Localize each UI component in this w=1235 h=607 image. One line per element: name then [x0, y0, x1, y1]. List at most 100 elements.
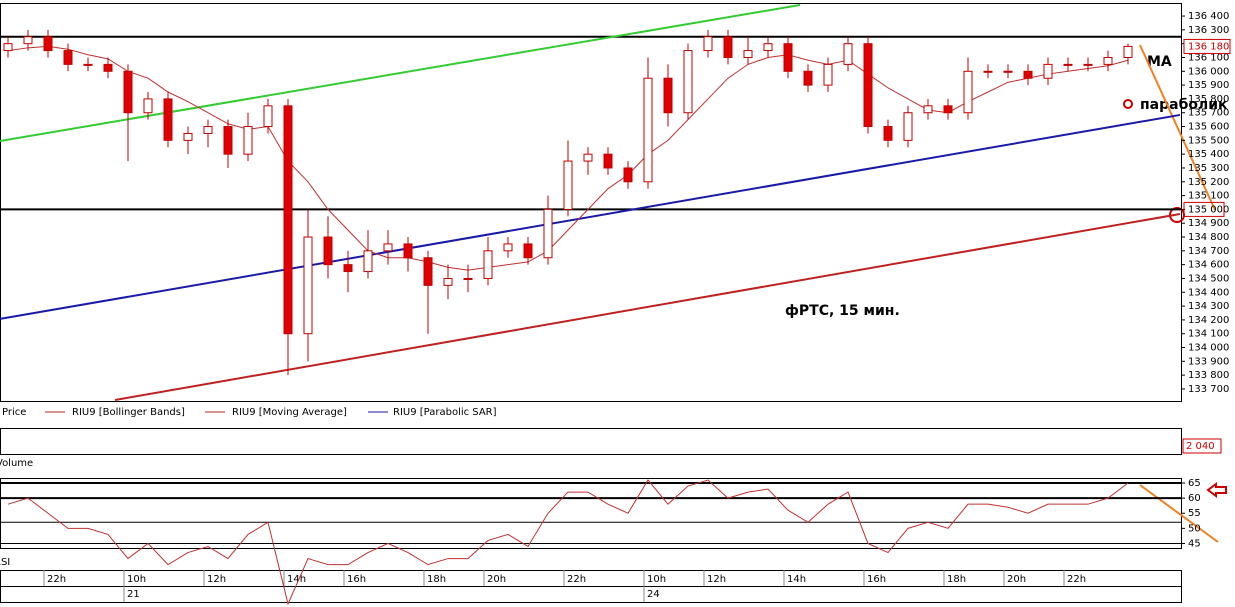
- candle-body: [403, 243, 413, 259]
- candle-body: [143, 98, 153, 114]
- moving-average: [7, 45, 1129, 271]
- candle-body: [303, 236, 313, 335]
- candle-body: [383, 243, 393, 252]
- y-tick-label: 134 500: [1188, 273, 1229, 284]
- candle-body: [423, 257, 433, 286]
- candle-body: [803, 70, 813, 86]
- y-tick-label: 135 200: [1188, 177, 1229, 188]
- candle-body: [1083, 63, 1093, 66]
- trend-line: [0, 4, 801, 143]
- candle-body: [783, 43, 793, 72]
- y-tick-label: 134 400: [1188, 287, 1229, 298]
- candle-body: [583, 153, 593, 162]
- volume-panel: [0, 428, 1182, 455]
- y-tick-label: 136 000: [1188, 66, 1229, 77]
- candle-body: [43, 36, 53, 52]
- y-tick-label: 135 400: [1188, 149, 1229, 160]
- x-tick-label: 22h: [1067, 574, 1086, 585]
- candle-body: [823, 63, 833, 86]
- y-tick-label: 134 600: [1188, 260, 1229, 271]
- y-tick-label: 136 400: [1188, 11, 1229, 22]
- x-tick-label: 16h: [347, 574, 366, 585]
- y-tick-label: 134 700: [1188, 246, 1229, 257]
- candle-body: [543, 208, 553, 259]
- candle-body: [63, 50, 73, 65]
- trend-line: [0, 113, 1181, 320]
- candle-body: [663, 77, 673, 114]
- candle-body: [1063, 63, 1073, 66]
- volume-box: [1182, 438, 1222, 454]
- y-tick-label: 134 100: [1188, 329, 1229, 340]
- y-tick-label: 134 200: [1188, 315, 1229, 326]
- y-tick-label: 134 900: [1188, 218, 1229, 229]
- y-tick-label: 134 800: [1188, 232, 1229, 243]
- candle-body: [283, 105, 293, 335]
- volume-last: 2 040: [1186, 441, 1215, 452]
- annotation-ma: МА: [1147, 54, 1172, 70]
- candle-body: [703, 36, 713, 52]
- legend-ma: RIU9 [Moving Average]: [232, 407, 347, 418]
- candle-body: [643, 77, 653, 183]
- y-tick-label: 135 300: [1188, 163, 1229, 174]
- x-tick-label: 14h: [787, 574, 806, 585]
- candle-body: [163, 98, 173, 141]
- rsi-arrow-line: [1139, 484, 1219, 543]
- candle-body: [1103, 56, 1113, 65]
- last-price-box: [1183, 38, 1231, 54]
- rsi-arrow: [1206, 482, 1227, 498]
- candle-body: [1123, 45, 1133, 58]
- rsi-tick-label: 50: [1188, 523, 1201, 534]
- arrow-line: [1139, 44, 1216, 211]
- y-tick-label: 135 900: [1188, 80, 1229, 91]
- candle-body: [843, 43, 853, 65]
- candle-body: [23, 36, 33, 45]
- rsi-label: RSI: [0, 557, 10, 568]
- x-tick-label: 10h: [127, 574, 146, 585]
- y-tick-label: 136 100: [1188, 52, 1229, 63]
- candle-body: [903, 112, 913, 141]
- candle-body: [683, 50, 693, 114]
- date-label: 21: [127, 589, 140, 600]
- x-tick-label: 16h: [867, 574, 886, 585]
- candle-body: [983, 70, 993, 73]
- x-tick-label: 20h: [1007, 574, 1026, 585]
- candle-body: [943, 105, 953, 114]
- y-tick-label: 134 000: [1188, 343, 1229, 354]
- y-tick-label: 133 700: [1188, 384, 1229, 395]
- x-tick-label: 12h: [707, 574, 726, 585]
- candle-body: [1023, 70, 1033, 79]
- candle-body: [483, 250, 493, 279]
- candle-body: [963, 70, 973, 114]
- y-tick-label: 133 900: [1188, 356, 1229, 367]
- candle-body: [523, 243, 533, 259]
- x-tick-label: 20h: [487, 574, 506, 585]
- candle-body: [263, 105, 273, 128]
- candle-body: [503, 243, 513, 252]
- candle-body: [623, 167, 633, 183]
- candle-body: [183, 132, 193, 141]
- annotation-caption: фРТС, 15 мин.: [785, 303, 900, 319]
- rsi-tick-label: 45: [1188, 538, 1201, 549]
- candle-body: [923, 105, 933, 114]
- y-tick-label: 135 100: [1188, 191, 1229, 202]
- rsi-tick-label: 60: [1188, 493, 1201, 504]
- candle-body: [323, 236, 333, 266]
- sar-marker: [1123, 99, 1133, 109]
- legend-price: Price: [2, 407, 26, 418]
- y-tick-label: 135 000: [1188, 204, 1229, 215]
- rsi-line: [7, 479, 1129, 606]
- x-tick-label: 22h: [567, 574, 586, 585]
- legend-sar: RIU9 [Parabolic SAR]: [393, 407, 497, 418]
- candle-body: [363, 250, 373, 273]
- candle-body: [743, 50, 753, 58]
- candle-body: [563, 160, 573, 210]
- candle-body: [123, 70, 133, 114]
- candle-body: [763, 43, 773, 52]
- date-label: 24: [647, 589, 660, 600]
- candle-body: [243, 126, 253, 155]
- x-tick-label: 12h: [207, 574, 226, 585]
- candle-body: [83, 63, 93, 66]
- y-tick-label: 135 800: [1188, 94, 1229, 105]
- price-panel: [0, 3, 1182, 402]
